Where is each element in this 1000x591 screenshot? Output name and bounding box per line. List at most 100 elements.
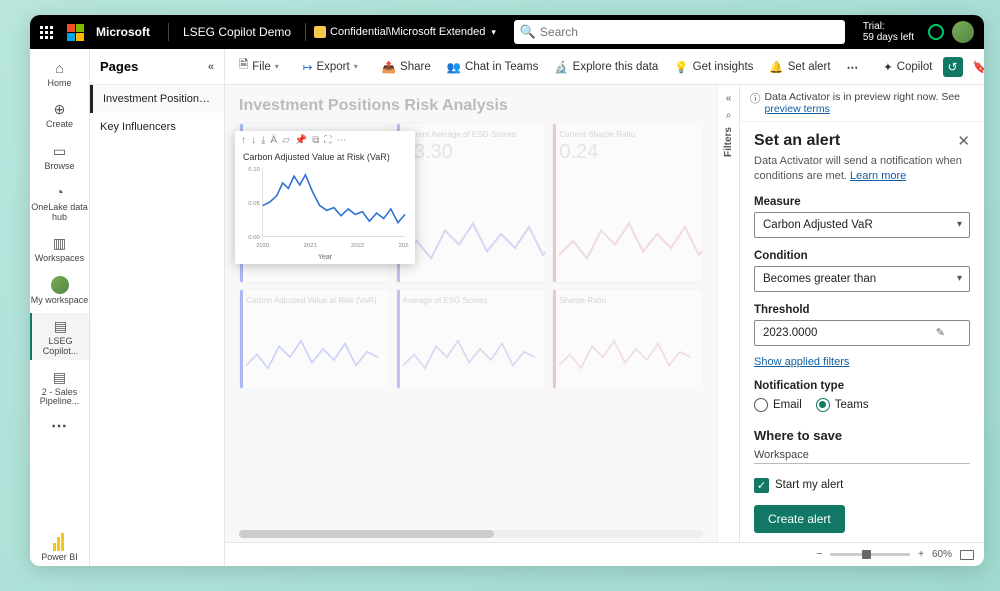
- explore-button[interactable]: 🔬Explore this data: [548, 56, 664, 78]
- popout-title: Carbon Adjusted Value at Risk (VaR): [235, 150, 415, 162]
- nav-workspaces[interactable]: ▥Workspaces: [30, 230, 89, 267]
- create-alert-button[interactable]: Create alert: [754, 505, 845, 533]
- export-menu[interactable]: ↦Export▾: [297, 56, 364, 78]
- explore-icon: 🔬: [554, 60, 568, 74]
- nav-sales-pipeline[interactable]: ▤2 - Sales Pipeline...: [30, 364, 89, 411]
- svg-text:2022: 2022: [351, 243, 364, 249]
- report-tile[interactable]: Carbon Adjusted Value at Risk (VaR): [239, 289, 390, 389]
- zoom-in-button[interactable]: +: [918, 549, 924, 560]
- file-menu[interactable]: 🗎File▾: [233, 53, 285, 80]
- global-search[interactable]: 🔍: [514, 20, 845, 44]
- popout-chart: 0.100.050.002020202120222023: [235, 162, 415, 254]
- pages-header: Pages «: [90, 49, 224, 85]
- report-tile[interactable]: Sharpe Ratio: [552, 289, 703, 389]
- status-bar: − + 60%: [225, 542, 984, 566]
- close-panel-icon[interactable]: ✕: [957, 132, 970, 150]
- notif-teams-radio[interactable]: Teams: [816, 398, 869, 412]
- workspace-field[interactable]: Workspace: [754, 449, 970, 464]
- chat-teams-button[interactable]: 👥Chat in Teams: [441, 56, 545, 78]
- start-alert-checkbox[interactable]: ✓: [754, 478, 769, 493]
- learn-more-link[interactable]: Learn more: [850, 170, 906, 182]
- more-icon[interactable]: ⋯: [336, 135, 346, 146]
- avatar-icon: [51, 276, 69, 294]
- bulb-icon: 💡: [674, 60, 688, 74]
- app-window: Microsoft LSEG Copilot Demo Confidential…: [30, 15, 984, 566]
- insights-button[interactable]: 💡Get insights: [668, 56, 759, 78]
- nav-create[interactable]: ⊕Create: [30, 96, 89, 133]
- nav-browse[interactable]: ▭Browse: [30, 138, 89, 175]
- chevron-down-icon: ▾: [957, 273, 962, 284]
- zoom-percent: 60%: [932, 549, 952, 560]
- measure-label: Measure: [754, 196, 970, 208]
- app-launcher-icon[interactable]: [40, 26, 53, 39]
- svg-text:2021: 2021: [304, 243, 317, 249]
- notif-email-radio[interactable]: Email: [754, 398, 802, 412]
- page-item-investment[interactable]: Investment Positions Ri...: [90, 85, 224, 113]
- alert-panel-title: Set an alert: [754, 132, 840, 150]
- report-title: Investment Positions Risk Analysis: [239, 97, 703, 115]
- where-to-save-heading: Where to save: [754, 428, 970, 443]
- measure-select[interactable]: Carbon Adjusted VaR ▾: [754, 212, 970, 238]
- zoom-slider[interactable]: [830, 553, 910, 556]
- plus-circle-icon: ⊕: [51, 100, 69, 118]
- shield-icon: [314, 26, 326, 38]
- nav-home[interactable]: ⌂Home: [30, 55, 89, 92]
- fit-to-page-icon[interactable]: [960, 550, 974, 560]
- nav-onelake[interactable]: ◔OneLake data hub: [30, 179, 89, 226]
- report-tile[interactable]: Average of ESG Scores: [396, 289, 547, 389]
- threshold-input[interactable]: 2023.0000 ✎: [754, 320, 970, 346]
- filter-icon[interactable]: ▱: [282, 135, 290, 146]
- nav-my-workspace[interactable]: My workspace: [30, 272, 89, 309]
- info-icon: ⓘ: [750, 91, 761, 106]
- presence-icon[interactable]: [928, 24, 944, 40]
- search-input[interactable]: [514, 20, 845, 44]
- sensitivity-label[interactable]: Confidential\Microsoft Extended ▾: [314, 26, 496, 38]
- microsoft-logo-icon: [67, 24, 84, 41]
- pages-pane: Pages « Investment Positions Ri... Key I…: [90, 49, 225, 566]
- focus-icon[interactable]: ⛶: [324, 135, 331, 146]
- funnel-icon: ⌕: [726, 110, 732, 121]
- workspace-title[interactable]: LSEG Copilot Demo: [183, 25, 291, 39]
- svg-text:0.00: 0.00: [248, 235, 260, 241]
- share-button[interactable]: 📤Share: [376, 56, 437, 78]
- drill-up-icon[interactable]: ↑: [241, 135, 246, 146]
- copy-icon[interactable]: ⧉: [312, 135, 319, 146]
- expand-filters-icon[interactable]: «: [726, 93, 732, 104]
- nav-lseg-copilot[interactable]: ▤LSEG Copilot...: [30, 313, 89, 360]
- filters-label: Filters: [723, 127, 734, 157]
- nav-powerbi[interactable]: Power BI: [30, 529, 89, 566]
- bell-icon: 🔔: [769, 60, 783, 74]
- nav-more[interactable]: ⋯: [30, 415, 89, 440]
- reset-button[interactable]: ↺: [943, 57, 963, 77]
- preview-terms-link[interactable]: preview terms: [765, 103, 830, 115]
- sensitivity-text: Confidential\Microsoft Extended: [330, 26, 485, 38]
- collapse-pages-icon[interactable]: «: [208, 61, 214, 73]
- svg-text:2023: 2023: [398, 243, 409, 249]
- edit-icon[interactable]: ✎: [936, 326, 945, 339]
- copilot-button[interactable]: ✦Copilot: [877, 56, 938, 78]
- expand-down-icon[interactable]: ⤓: [261, 135, 265, 146]
- user-avatar[interactable]: [952, 21, 974, 43]
- chevron-down-icon: ▾: [275, 62, 279, 71]
- report-tile[interactable]: Current Average of ESG Scores23.30: [396, 123, 547, 283]
- page-item-key-influencers[interactable]: Key Influencers: [90, 113, 224, 141]
- canvas-scrollbar[interactable]: [239, 530, 703, 538]
- pin-icon[interactable]: 📌: [295, 135, 307, 146]
- svg-text:2020: 2020: [256, 243, 270, 249]
- toolbar-overflow[interactable]: ⋯: [841, 56, 866, 78]
- global-header: Microsoft LSEG Copilot Demo Confidential…: [30, 15, 984, 49]
- report-tile[interactable]: Current Sharpe Ratio0.24: [552, 123, 703, 283]
- condition-select[interactable]: Becomes greater than ▾: [754, 266, 970, 292]
- show-filters-link[interactable]: Show applied filters: [754, 356, 849, 368]
- zoom-out-button[interactable]: −: [816, 549, 822, 560]
- hierarchy-icon[interactable]: Ä: [270, 135, 277, 146]
- chevron-down-icon: ▾: [354, 62, 358, 71]
- set-alert-button[interactable]: 🔔Set alert: [763, 56, 836, 78]
- divider: [168, 23, 169, 41]
- bookmark-button[interactable]: 🔖▾: [967, 56, 984, 78]
- file-icon: 🗎: [239, 57, 248, 76]
- teams-icon: 👥: [447, 60, 461, 74]
- filters-rail[interactable]: « ⌕ Filters: [717, 85, 739, 542]
- drill-down-icon[interactable]: ↓: [251, 135, 256, 146]
- folder-icon: ▭: [51, 142, 69, 160]
